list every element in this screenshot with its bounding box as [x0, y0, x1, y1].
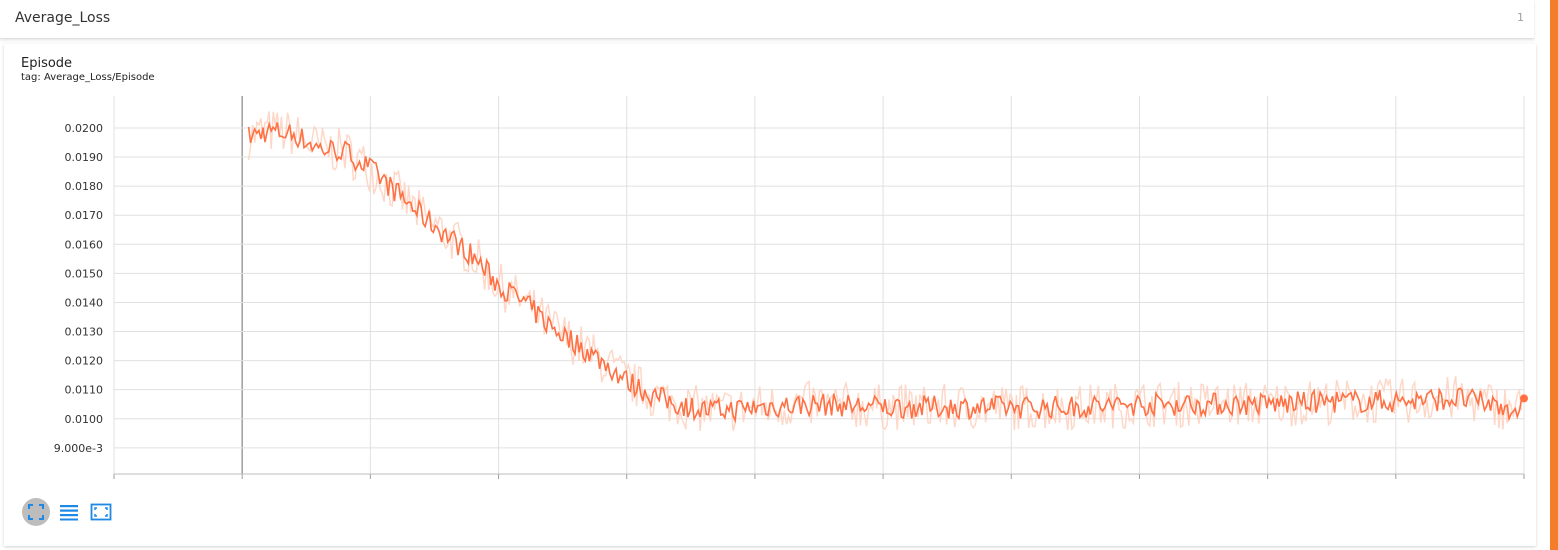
chart-tag: tag: Average_Loss/Episode — [21, 72, 155, 83]
section-header[interactable]: Average_Loss 1 — [0, 0, 1534, 39]
chart-title: Episode — [21, 56, 73, 71]
y-tick-label: 0.0120 — [65, 355, 104, 368]
y-tick-label: 0.0150 — [65, 267, 104, 280]
toggle-log-scale-button[interactable] — [55, 498, 83, 526]
y-tick-label: 0.0180 — [65, 180, 104, 193]
expand-chart-button[interactable] — [22, 498, 50, 526]
y-tick-label: 0.0110 — [65, 384, 104, 397]
y-tick-label: 9.000e-3 — [54, 442, 103, 455]
scrollbar-accent — [1550, 0, 1558, 550]
section-title: Average_Loss — [15, 10, 111, 26]
y-tick-label: 0.0130 — [65, 326, 104, 339]
fit-domain-button[interactable] — [87, 498, 115, 526]
raw-series-line — [247, 111, 1523, 432]
last-point-marker — [1520, 394, 1528, 403]
section-count: 1 — [1517, 11, 1524, 24]
y-tick-label: 0.0190 — [65, 151, 104, 164]
fullscreen-icon — [28, 504, 44, 520]
y-tick-label: 0.0170 — [65, 209, 104, 222]
y-tick-label: 0.0160 — [65, 238, 104, 251]
list-lines-icon — [60, 505, 78, 521]
y-tick-label: 0.0100 — [65, 413, 104, 426]
smoothed-series-line — [247, 120, 1523, 424]
y-tick-label: 0.0200 — [65, 122, 104, 135]
chart-card: Episode tag: Average_Loss/Episode 9.000e… — [4, 44, 1536, 546]
fit-domain-icon — [90, 503, 112, 521]
line-chart[interactable]: 9.000e-3 0.0100 0.0110 0.0120 0.0130 0.0140 0.… — [4, 44, 1536, 484]
y-tick-label: 0.0140 — [65, 296, 104, 309]
